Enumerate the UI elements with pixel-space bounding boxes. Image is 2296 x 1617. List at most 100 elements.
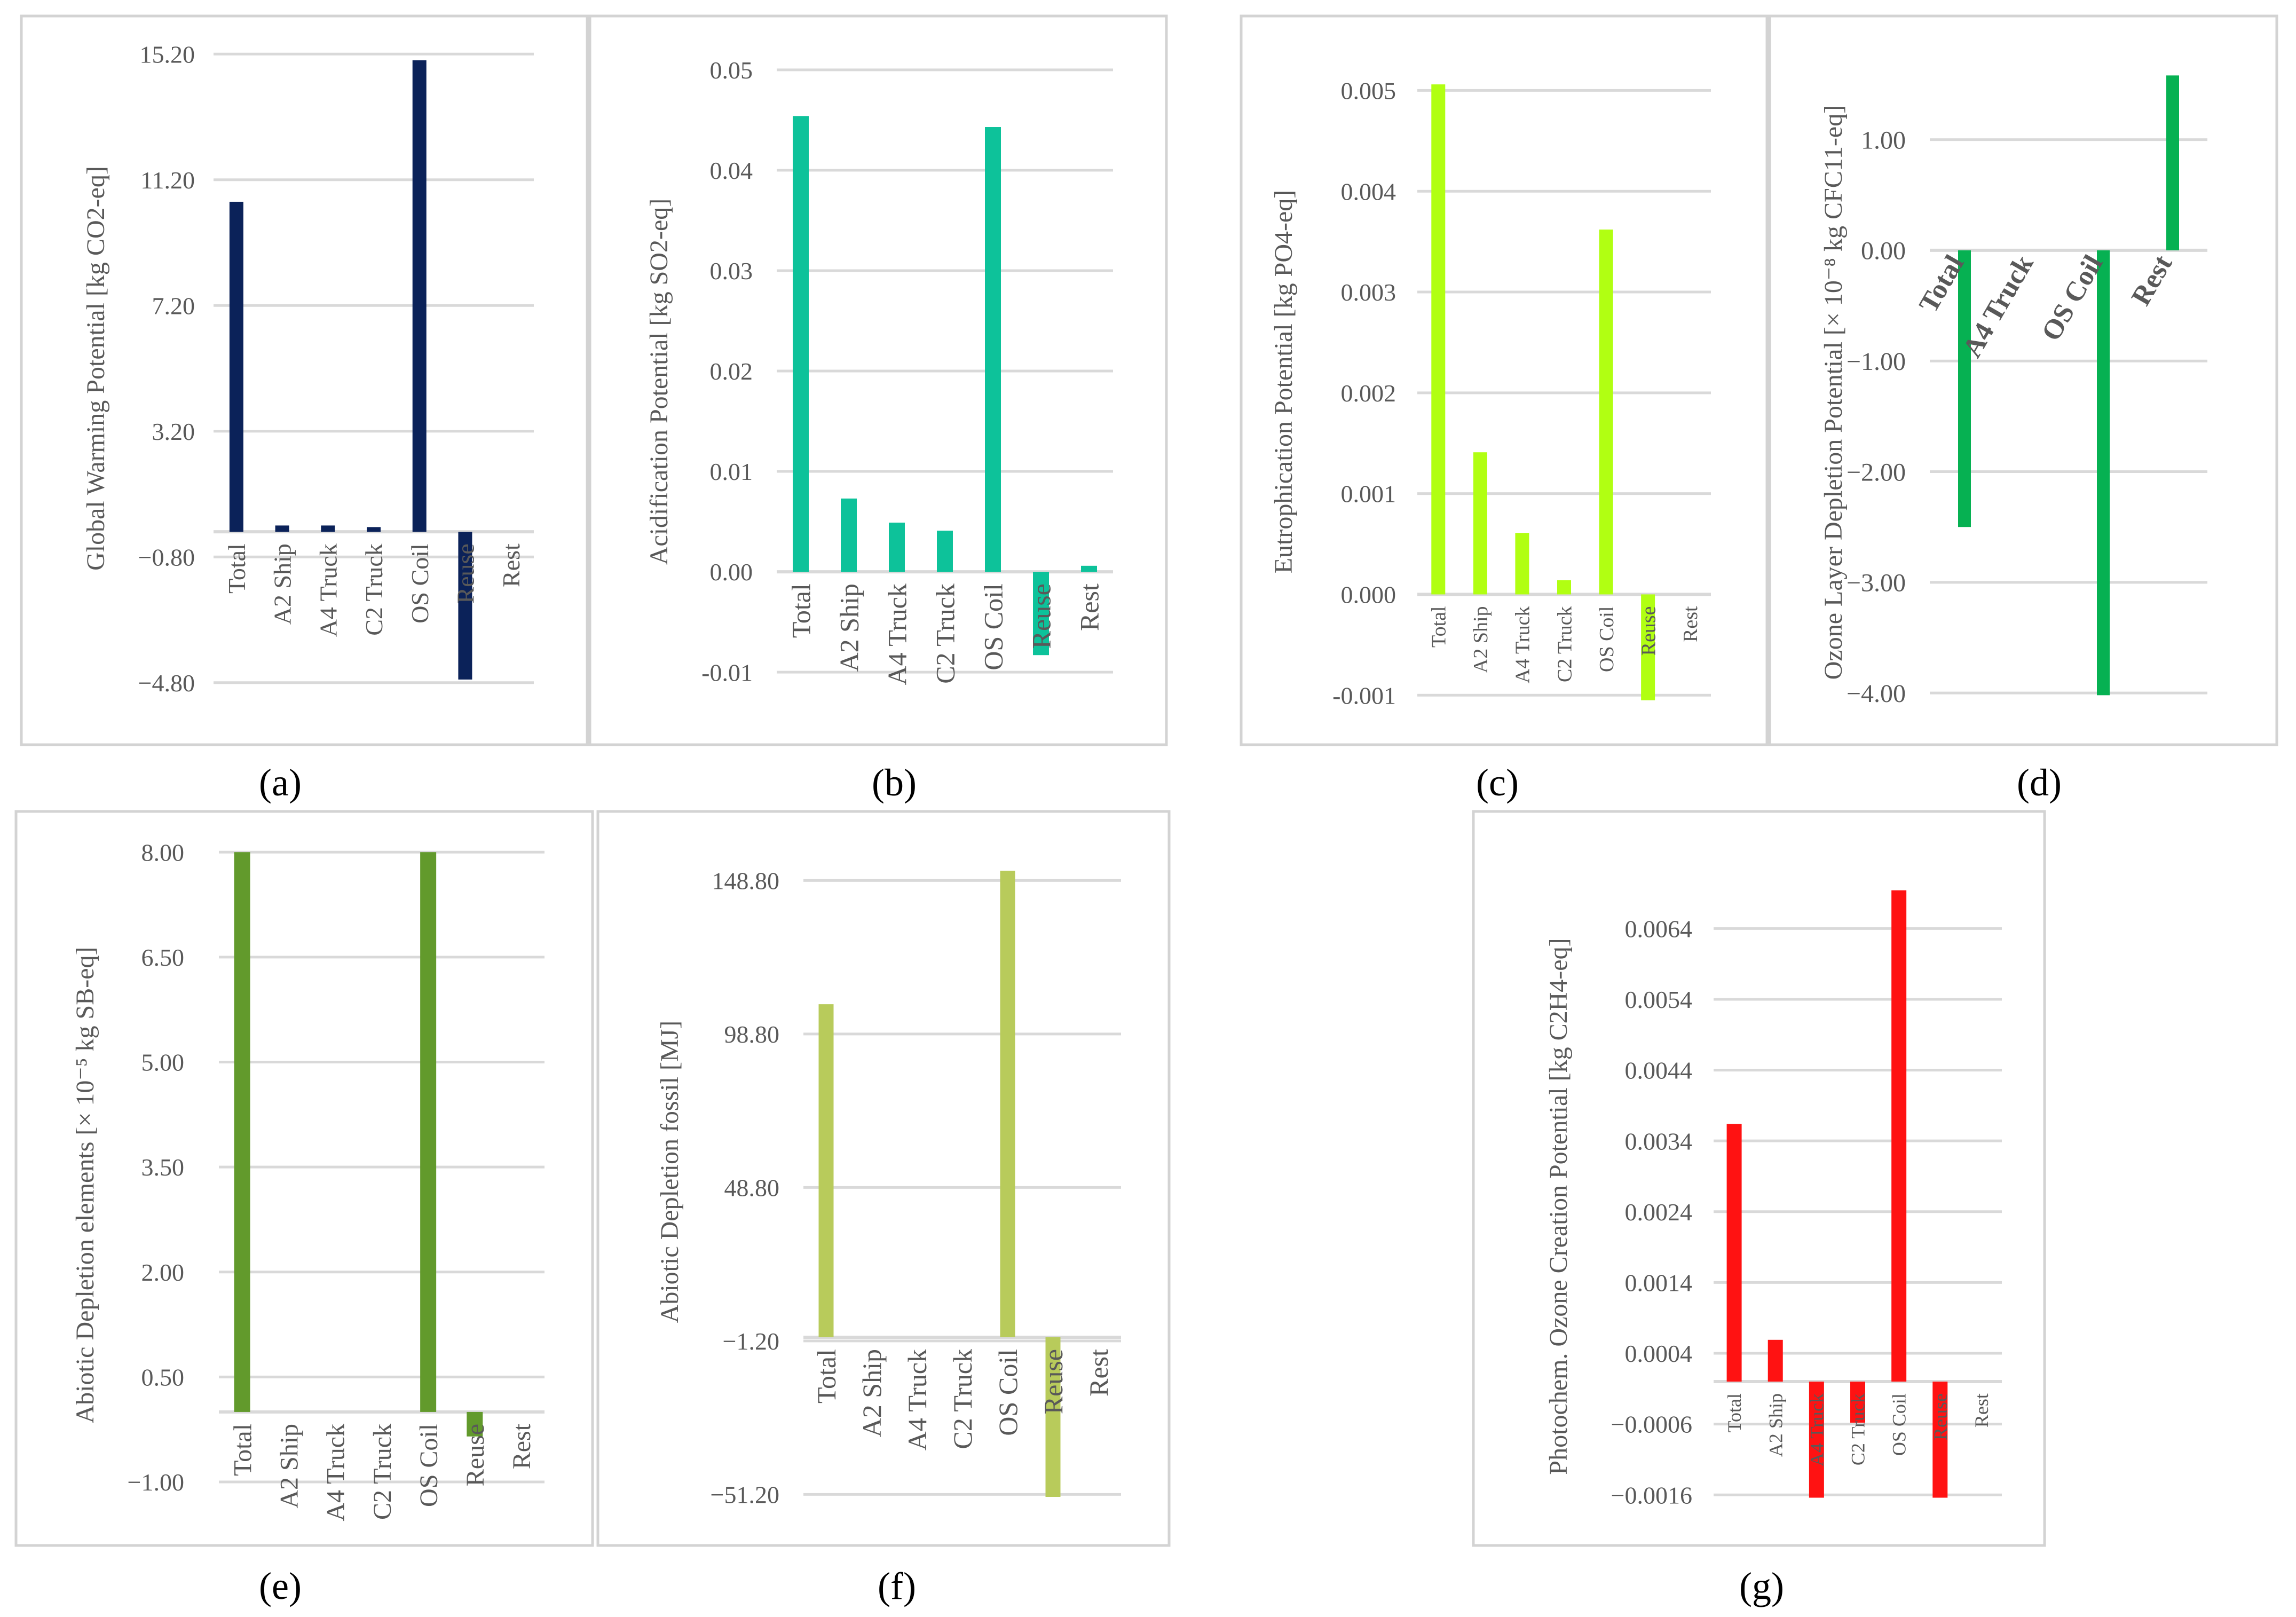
panel-frame-c (1240, 14, 1769, 746)
panel-frame-d (1768, 14, 2278, 746)
y-tick-label: -0.01 (701, 659, 753, 686)
bar-c2-truck (937, 531, 953, 572)
y-tick-label: 0.0024 (1625, 1198, 1693, 1226)
category-label: OS Coil (415, 1424, 443, 1507)
panel-label-f: (f) (878, 1565, 916, 1607)
category-label: Rest (1084, 1349, 1114, 1397)
y-tick-label: 0.005 (1341, 77, 1396, 105)
y-tick-label: 1.00 (1861, 126, 1906, 154)
category-label: A2 Ship (857, 1349, 887, 1437)
y-tick-label: 0.004 (1341, 178, 1396, 205)
y-tick-label: −1.00 (128, 1469, 184, 1496)
y-tick-label: −0.80 (138, 543, 195, 571)
bar-rest (1081, 565, 1097, 572)
category-label: Rest (1679, 606, 1702, 642)
category-label: C2 Truck (368, 1424, 397, 1520)
category-label: Rest (498, 543, 525, 587)
y-tick-label: 0.50 (141, 1363, 185, 1391)
panel-captions: (a) (b) (c) (d) (e) (f) (g) (259, 761, 2062, 1607)
y-tick-label: −4.80 (138, 669, 195, 697)
category-label: Rest (1075, 583, 1104, 631)
bar-a4-truck (1515, 533, 1529, 595)
chart-c: 0.005 0.004 0.003 0.002 0.001 0.000 -0.001 Tota… (1269, 77, 1711, 709)
category-label: OS Coil (1889, 1393, 1910, 1456)
chart-g: 0.0064 0.0054 0.0044 0.0034 0.0024 0.0014 0.00… (1544, 890, 2002, 1509)
panel-label-e: (e) (259, 1565, 302, 1607)
y-tick-label: 0.0044 (1625, 1057, 1693, 1084)
y-tick-label: −51.20 (711, 1481, 779, 1509)
category-label: A4 Truck (1806, 1393, 1827, 1466)
y-tick-label: 0.01 (710, 458, 753, 485)
category-label: A2 Ship (1765, 1393, 1786, 1457)
panel-frames (14, 14, 2278, 1547)
chart-a: 15.20 11.20 7.20 3.20 −0.80 −4.80 Total A2 Ship… (82, 41, 534, 697)
category-label: A2 Ship (269, 543, 296, 625)
category-label: Total (786, 583, 816, 638)
category-label: A2 Ship (275, 1424, 304, 1509)
bar-reuse (467, 1411, 483, 1437)
category-label: Total (223, 543, 250, 594)
bar-os-coil (2097, 250, 2110, 696)
y-tick-label: 0.001 (1341, 480, 1396, 508)
category-label: Total (1428, 606, 1450, 648)
y-tick-label: 0.03 (710, 257, 753, 285)
y-tick-label: 0.00 (1861, 237, 1906, 265)
y-tick-label: 0.02 (710, 358, 753, 385)
y-tick-label: −0.0016 (1611, 1481, 1692, 1509)
bar-reuse (1641, 594, 1655, 700)
bar-a4-truck (889, 522, 905, 572)
y-tick-label: 148.80 (712, 867, 780, 895)
chart-e: 8.00 6.50 5.00 3.50 2.00 0.50 −1.00 Total A2 Shi… (71, 839, 545, 1521)
y-tick-label: 15.20 (140, 41, 195, 68)
bar-total (1958, 250, 1971, 527)
y-tick-label: −0.0006 (1611, 1411, 1692, 1438)
y-tick-label: 3.20 (152, 418, 195, 445)
category-label: Total (811, 1349, 841, 1403)
y-tick-label: −3.00 (1847, 569, 1906, 597)
category-label: C2 Truck (930, 583, 960, 684)
y-tick-label: -0.001 (1332, 682, 1396, 709)
y-tick-label: 0.04 (710, 157, 753, 184)
y-tick-label: 0.002 (1341, 380, 1396, 407)
category-label: A2 Ship (834, 583, 864, 672)
y-tick-label: 0.0014 (1625, 1269, 1693, 1296)
y-axis-title: Ozone Layer Depletion Potential [× 10⁻⁸ … (1819, 105, 1848, 680)
category-label: A4 Truck (322, 1424, 350, 1521)
category-label: A4 Truck (1512, 606, 1534, 683)
bar-a2-ship (1768, 1339, 1783, 1382)
y-tick-label: −4.00 (1847, 680, 1906, 708)
bar-os-coil (420, 852, 437, 1412)
y-tick-label: 0.000 (1341, 581, 1396, 609)
category-label: OS Coil (406, 543, 433, 624)
bar-c2-truck (1557, 580, 1571, 595)
panel-frame-b (588, 14, 1168, 746)
bar-os-coil (1891, 890, 1907, 1382)
panel-label-a: (a) (259, 761, 302, 804)
y-tick-label: 8.00 (141, 839, 185, 866)
y-axis-title: Abiotic Depletion elements [× 10⁻⁵ kg SB… (71, 947, 99, 1424)
y-tick-label: 0.0034 (1625, 1127, 1693, 1155)
category-label: Reuse (1930, 1393, 1951, 1440)
y-tick-label: 2.00 (141, 1259, 185, 1286)
bar-a2-ship (1473, 452, 1487, 595)
y-tick-label: 6.50 (141, 944, 185, 971)
category-label: Reuse (1038, 1349, 1068, 1414)
y-axis-title: Eutrophication Potential [kg PO4-eq] (1269, 190, 1298, 574)
bar-reuse (1033, 572, 1049, 656)
y-tick-label: 0.0054 (1625, 986, 1693, 1013)
panel-label-b: (b) (872, 761, 917, 804)
y-tick-label: 11.20 (140, 167, 195, 194)
panel-frame-f (596, 810, 1171, 1547)
bar-os-coil (1000, 871, 1015, 1337)
category-label: C2 Truck (1553, 606, 1576, 682)
bar-a4-truck (321, 525, 335, 532)
y-tick-label: 0.0064 (1625, 915, 1693, 942)
bar-c2-truck (367, 527, 381, 532)
category-label: A4 Truck (902, 1349, 932, 1450)
bar-reuse (1045, 1337, 1061, 1497)
bar-total (793, 116, 809, 572)
category-label: Rest (508, 1423, 536, 1469)
category-label: C2 Truck (1848, 1393, 1869, 1465)
